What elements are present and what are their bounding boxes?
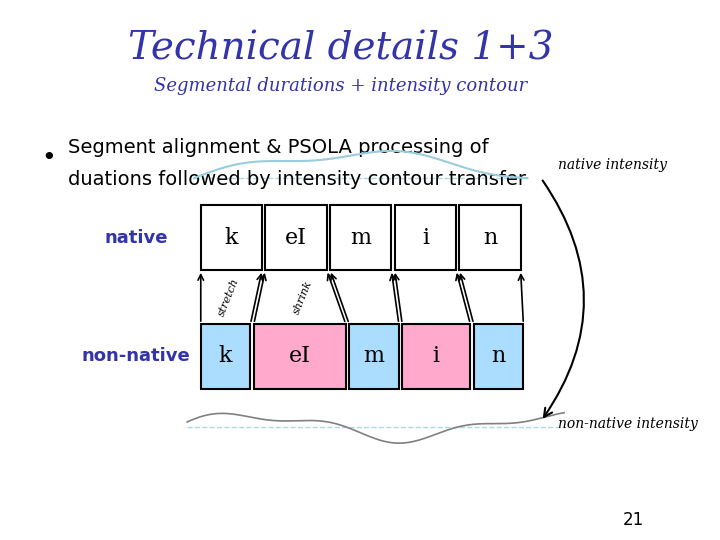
Text: native: native — [104, 228, 168, 247]
Bar — [349, 324, 399, 389]
Bar — [402, 324, 470, 389]
Text: k: k — [225, 227, 238, 248]
Text: •: • — [41, 146, 55, 170]
Bar — [474, 324, 523, 389]
FancyArrowPatch shape — [543, 180, 584, 417]
Text: Technical details 1+3: Technical details 1+3 — [127, 30, 553, 67]
Text: n: n — [483, 227, 497, 248]
Text: Segment alignment & PSOLA processing of: Segment alignment & PSOLA processing of — [68, 138, 489, 157]
Bar — [395, 205, 456, 270]
Text: non-native intensity: non-native intensity — [558, 417, 698, 431]
Text: m: m — [350, 227, 372, 248]
Text: m: m — [364, 346, 384, 367]
Text: i: i — [422, 227, 429, 248]
Bar — [254, 324, 346, 389]
Text: duations followed by intensity contour transfer: duations followed by intensity contour t… — [68, 170, 526, 189]
Text: shrink: shrink — [292, 279, 315, 315]
Text: eI: eI — [289, 346, 311, 367]
Bar — [266, 205, 327, 270]
Text: n: n — [491, 346, 505, 367]
Text: non-native: non-native — [82, 347, 191, 366]
Text: 21: 21 — [622, 511, 644, 529]
Text: native intensity: native intensity — [558, 158, 667, 172]
Text: eI: eI — [285, 227, 307, 248]
Bar — [201, 324, 251, 389]
Text: stretch: stretch — [217, 276, 241, 318]
Bar — [330, 205, 392, 270]
Bar — [459, 205, 521, 270]
Text: Segmental durations + intensity contour: Segmental durations + intensity contour — [153, 77, 527, 96]
Text: i: i — [433, 346, 440, 367]
Bar — [201, 205, 262, 270]
Text: k: k — [219, 346, 233, 367]
